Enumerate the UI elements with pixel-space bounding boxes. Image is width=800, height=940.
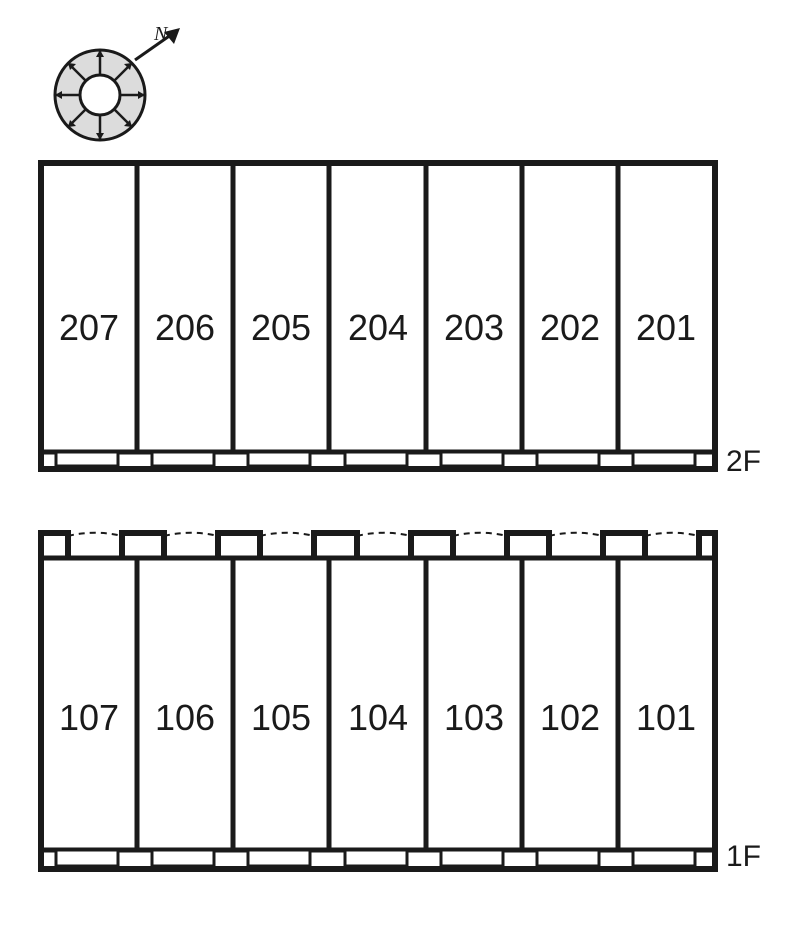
unit-label-203: 203 (444, 307, 504, 348)
unit-label-103: 103 (444, 697, 504, 738)
unit-label-207: 207 (59, 307, 119, 348)
unit-202: 202 (540, 166, 618, 452)
floor-2f: 207 206 205 204 203 202 201 (38, 160, 718, 477)
unit-label-205: 205 (251, 307, 311, 348)
unit-label-102: 102 (540, 697, 600, 738)
unit-206: 206 (155, 166, 233, 452)
unit-label-104: 104 (348, 697, 408, 738)
unit-label-105: 105 (251, 697, 311, 738)
unit-204: 204 (348, 166, 426, 452)
unit-label-107: 107 (59, 697, 119, 738)
compass-n-label: N (153, 23, 169, 45)
unit-label-204: 204 (348, 307, 408, 348)
floor-2f-svg: 207 206 205 204 203 202 201 (38, 160, 718, 472)
floor-label-2f: 2F (726, 445, 761, 479)
unit-201: 201 (636, 307, 696, 348)
unit-207: 207 (59, 166, 137, 452)
unit-label-206: 206 (155, 307, 215, 348)
unit-203: 203 (444, 166, 522, 452)
unit-label-201: 201 (636, 307, 696, 348)
unit-label-106: 106 (155, 697, 215, 738)
floor-1f-svg: 107 106 105 104 103 102 101 (38, 530, 718, 872)
unit-label-101: 101 (636, 697, 696, 738)
compass-svg: N (40, 20, 200, 150)
floor-1f: 107 106 105 104 103 102 101 (38, 530, 718, 877)
floor-label-1f: 1F (726, 840, 761, 874)
compass: N (40, 20, 200, 155)
unit-205: 205 (251, 166, 329, 452)
unit-label-202: 202 (540, 307, 600, 348)
